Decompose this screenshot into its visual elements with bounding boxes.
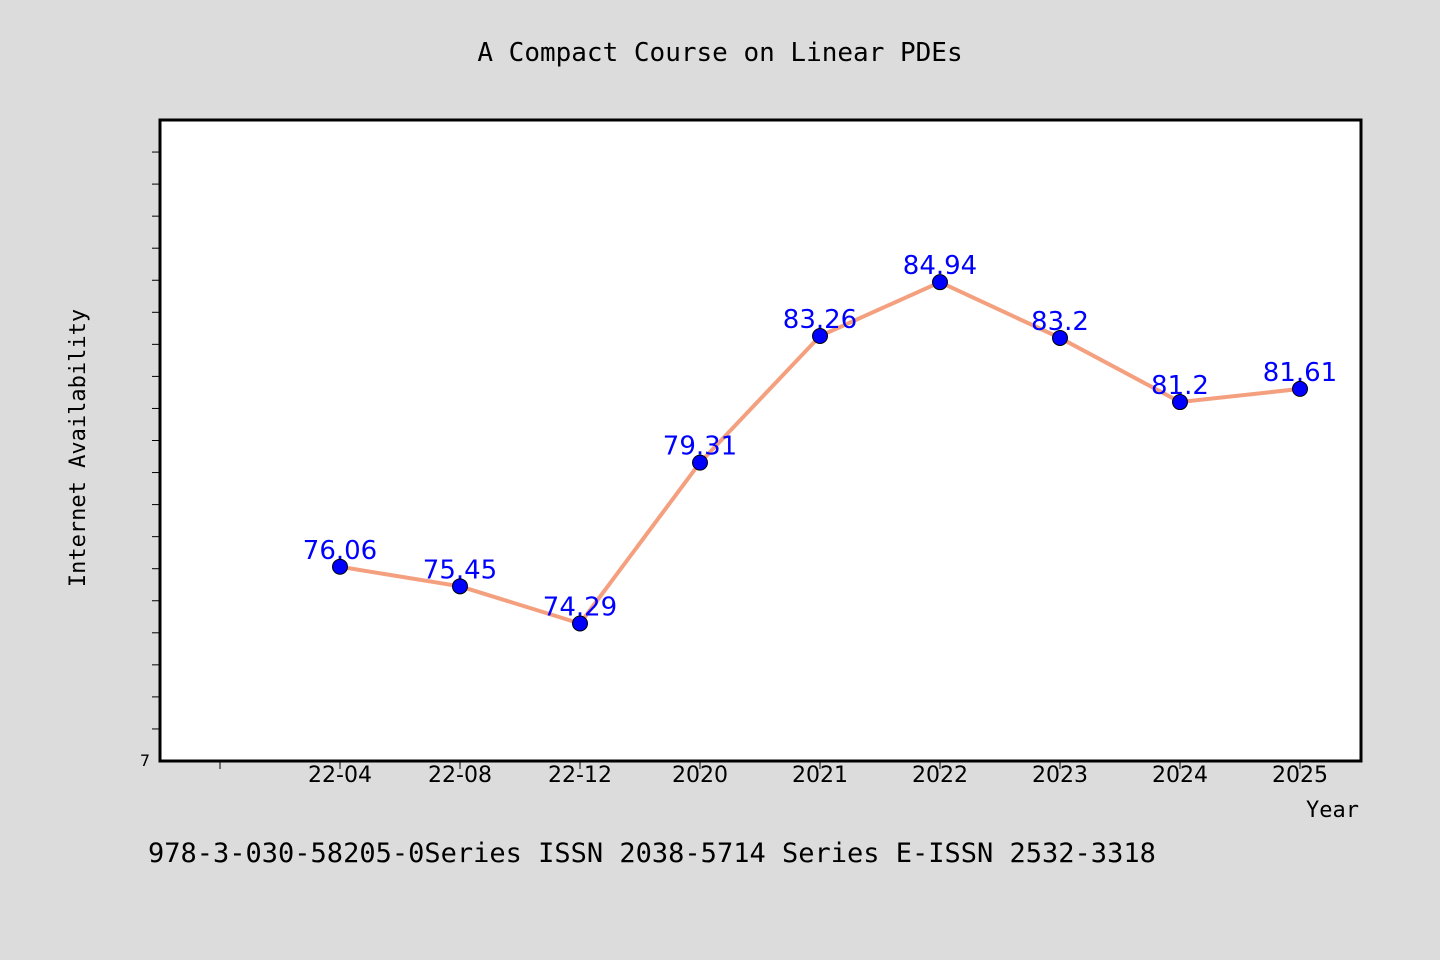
data-point	[332, 558, 348, 575]
x-tick-label: 2023	[1032, 763, 1088, 788]
data-point	[572, 615, 588, 632]
x-axis-label: Year	[1306, 798, 1359, 823]
data-point	[1052, 329, 1068, 346]
plot-area	[158, 118, 1363, 763]
x-tick-label: 2020	[672, 763, 728, 788]
data-point	[1292, 380, 1308, 397]
y-axis-label: Internet Availability	[66, 309, 91, 587]
x-tick-label: 2021	[792, 763, 848, 788]
x-tick-labels: 22-04 22-08 22-12 2020 2021 2022 2023 2024 2025	[308, 763, 1328, 788]
data-point	[1172, 394, 1188, 411]
x-axis-ticks	[219, 761, 1301, 769]
footer-text: 978-3-030-58205-0Series ISSN 2038-5714 S…	[148, 838, 1156, 869]
y-axis-ticks	[152, 151, 160, 730]
x-tick-label: 2022	[912, 763, 968, 788]
x-tick-label: 22-12	[548, 763, 612, 788]
data-point	[812, 328, 828, 345]
x-tick-label: 2025	[1272, 763, 1328, 788]
x-tick-label: 2024	[1152, 763, 1208, 788]
data-point	[452, 578, 468, 595]
chart-title: A Compact Course on Linear PDEs	[477, 38, 962, 68]
y-tick-label: 7	[140, 751, 150, 770]
x-tick-label: 22-04	[308, 763, 372, 788]
data-point	[692, 454, 708, 471]
x-tick-label: 22-08	[428, 763, 492, 788]
data-point	[932, 274, 948, 291]
